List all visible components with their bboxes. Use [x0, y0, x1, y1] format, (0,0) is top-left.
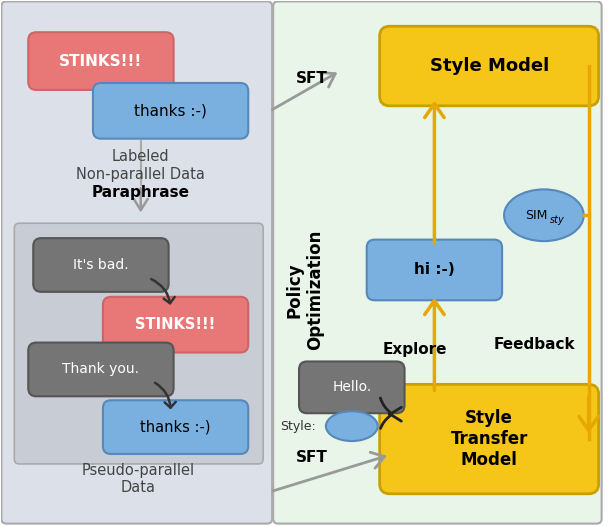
- FancyBboxPatch shape: [103, 400, 248, 454]
- FancyBboxPatch shape: [273, 2, 602, 523]
- Text: Labeled
Non-parallel Data: Labeled Non-parallel Data: [76, 149, 205, 181]
- Ellipse shape: [504, 189, 584, 241]
- FancyBboxPatch shape: [93, 83, 248, 139]
- FancyBboxPatch shape: [379, 26, 599, 106]
- Text: Feedback: Feedback: [493, 337, 575, 352]
- Text: Style Model: Style Model: [429, 57, 549, 75]
- Text: Paraphrase: Paraphrase: [92, 185, 190, 200]
- Text: STINKS!!!: STINKS!!!: [136, 317, 216, 332]
- Text: Hello.: Hello.: [332, 380, 371, 394]
- Text: Style
Transfer
Model: Style Transfer Model: [451, 409, 528, 469]
- Text: Pseudo-parallel
Data: Pseudo-parallel Data: [81, 463, 195, 495]
- Text: Style:: Style:: [280, 420, 316, 432]
- Text: Thank you.: Thank you.: [63, 362, 139, 377]
- FancyBboxPatch shape: [1, 2, 272, 523]
- Text: thanks :-): thanks :-): [140, 420, 211, 434]
- Text: sty: sty: [550, 215, 564, 225]
- FancyBboxPatch shape: [28, 342, 174, 396]
- Text: SFT: SFT: [296, 71, 328, 86]
- FancyBboxPatch shape: [367, 240, 502, 300]
- FancyBboxPatch shape: [15, 223, 263, 464]
- Ellipse shape: [326, 411, 378, 441]
- FancyBboxPatch shape: [33, 238, 168, 292]
- Text: SIM: SIM: [525, 209, 547, 222]
- Text: hi :-): hi :-): [414, 262, 455, 277]
- FancyBboxPatch shape: [299, 361, 404, 413]
- Text: STINKS!!!: STINKS!!!: [60, 54, 142, 68]
- Text: Policy
Optimization: Policy Optimization: [286, 230, 325, 350]
- FancyBboxPatch shape: [379, 385, 599, 494]
- Text: SFT: SFT: [296, 450, 328, 465]
- FancyBboxPatch shape: [28, 32, 174, 90]
- Text: thanks :-): thanks :-): [134, 103, 207, 118]
- FancyBboxPatch shape: [103, 297, 248, 352]
- Text: It's bad.: It's bad.: [73, 258, 129, 272]
- Text: Explore: Explore: [382, 342, 447, 357]
